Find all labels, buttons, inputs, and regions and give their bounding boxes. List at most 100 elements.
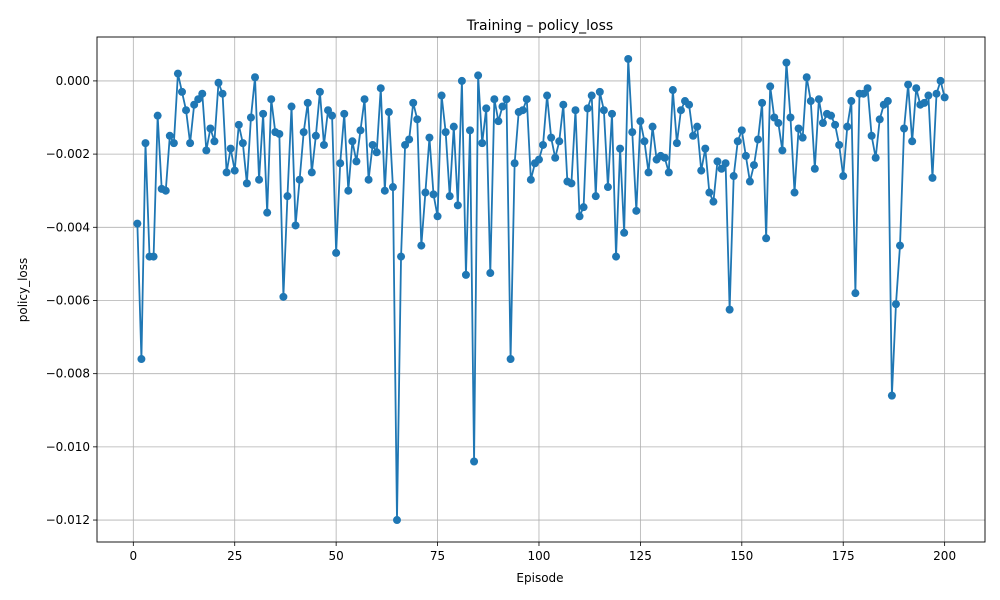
data-point [745,177,754,186]
data-point [226,144,235,153]
data-point [255,175,264,184]
y-tick-label: −0.006 [46,293,90,307]
data-point [397,252,406,261]
data-point [332,248,341,257]
data-point [311,131,320,140]
data-point [429,190,438,199]
data-point [401,140,410,149]
data-point [182,106,191,115]
data-point [863,84,872,93]
data-point [405,135,414,144]
data-point [425,133,434,142]
data-point [636,117,645,126]
data-point [348,137,357,146]
data-point [210,137,219,146]
data-point [676,106,685,115]
x-tick-label: 150 [730,549,753,563]
data-point [218,89,227,98]
data-point [664,168,673,177]
data-point [579,203,588,212]
data-point [380,186,389,195]
x-tick-label: 25 [227,549,242,563]
data-point [283,192,292,201]
data-point [713,157,722,166]
data-point [149,252,158,261]
data-point [660,153,669,162]
data-point [607,109,616,118]
data-point [470,457,479,466]
x-tick-label: 200 [933,549,956,563]
data-point [202,146,211,155]
data-point [737,126,746,135]
data-point [352,157,361,166]
data-point [478,139,487,148]
data-points [133,54,949,525]
data-point [932,89,941,98]
x-axis-label: Episode [516,571,563,585]
data-point [867,131,876,140]
data-point [453,201,462,210]
data-point [936,76,945,85]
data-point [433,212,442,221]
y-tick-label: −0.004 [46,220,90,234]
data-point [924,91,933,100]
data-point [287,102,296,111]
data-point [222,168,231,177]
data-point [364,175,373,184]
data-point [709,197,718,206]
data-point [328,111,337,120]
data-point [555,137,564,146]
data-point [725,305,734,314]
data-point [384,108,393,117]
data-point [376,84,385,93]
data-point [839,172,848,181]
data-point [526,175,535,184]
data-point [908,137,917,146]
data-point [413,115,422,124]
data-point [518,106,527,115]
data-point [685,100,694,109]
data-point [912,84,921,93]
data-point [295,175,304,184]
data-point [490,95,499,104]
data-point [583,104,592,113]
data-point [595,87,604,96]
data-point [831,120,840,129]
data-point [153,111,162,120]
y-tick-label: −0.002 [46,147,90,161]
data-point [186,139,195,148]
x-tick-label: 50 [328,549,343,563]
data-point [510,159,519,168]
data-point [928,173,937,182]
data-point [786,113,795,122]
data-point [754,135,763,144]
data-point [441,128,450,137]
data-point [421,188,430,197]
data-point [194,95,203,104]
data-point [340,109,349,118]
data-point [697,166,706,175]
data-point [299,128,308,137]
data-point [782,58,791,67]
data-point [693,122,702,131]
data-point [632,206,641,215]
data-point [360,95,369,104]
data-point [259,109,268,118]
data-point [388,183,397,192]
x-tick-label: 100 [528,549,551,563]
data-point [336,159,345,168]
data-point [900,124,909,133]
data-point [648,122,657,131]
data-point [551,153,560,162]
data-point [279,292,288,301]
data-point [547,133,556,142]
data-point [315,87,324,96]
plot-area-frame [96,36,986,543]
y-tick-label: 0.000 [56,74,90,88]
data-point [733,137,742,146]
data-point [778,146,787,155]
data-point [810,164,819,173]
data-point [616,144,625,153]
